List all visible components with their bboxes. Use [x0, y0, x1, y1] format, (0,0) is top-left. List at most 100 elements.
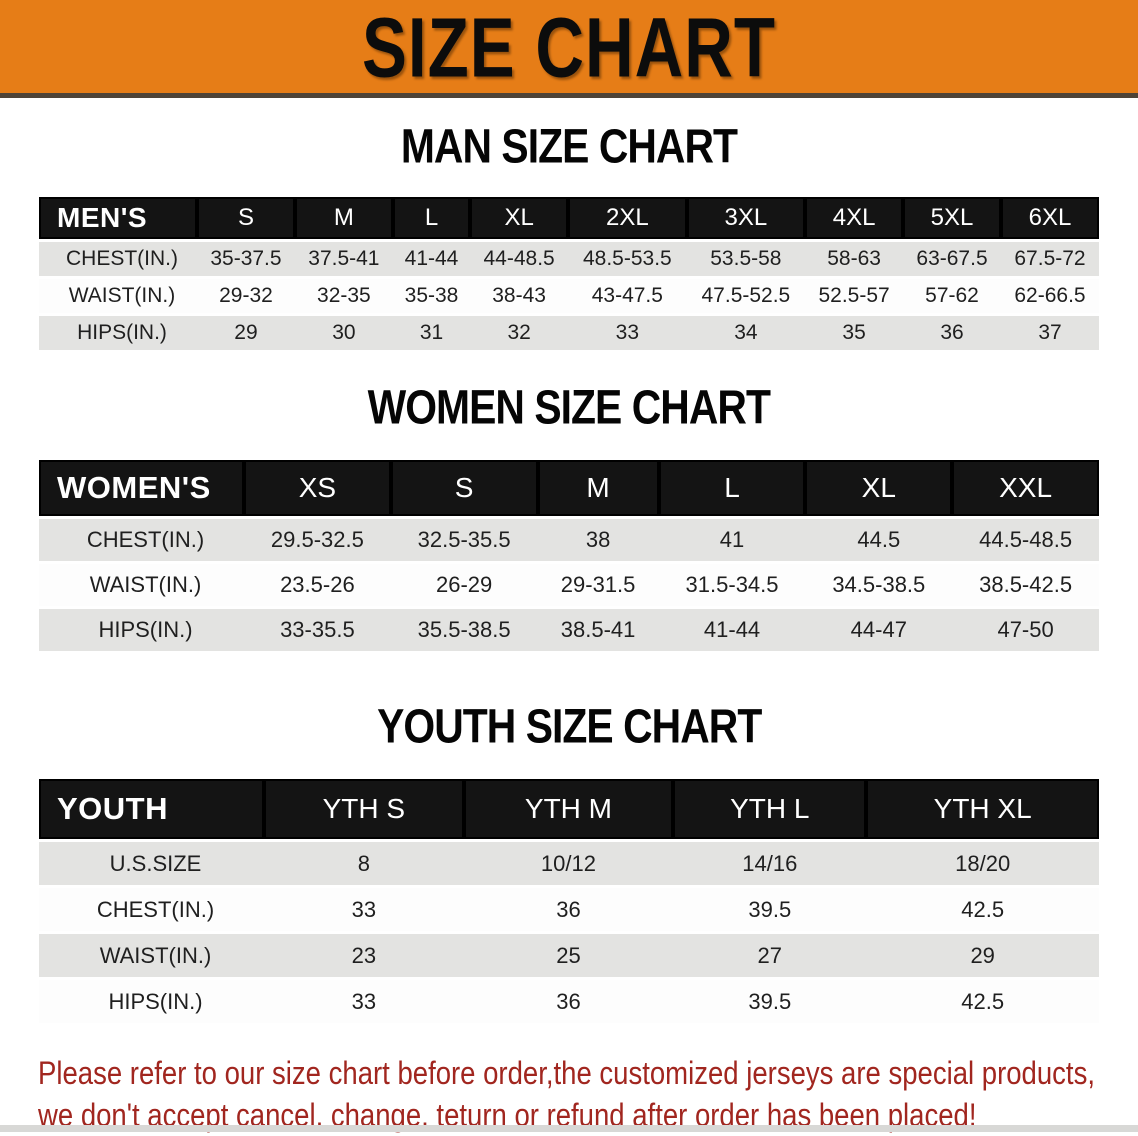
size-cell: 43-47.5	[568, 279, 687, 313]
size-cell: 42.5	[866, 888, 1099, 931]
man-section-heading: MAN SIZE CHART	[0, 120, 1138, 174]
row-label: CHEST(IN.)	[39, 519, 244, 561]
size-cell: 10/12	[463, 842, 674, 885]
size-cell: 36	[463, 980, 674, 1023]
size-cell: 35.5-38.5	[390, 609, 538, 651]
size-cell: 32-35	[294, 279, 393, 313]
women-size-table-container: WOMEN'S XS S M L XL XXL CHEST(IN.) 29.5-32.5 32.5…	[39, 457, 1099, 654]
size-cell: 26-29	[390, 564, 538, 606]
size-cell: 36	[463, 888, 674, 931]
size-cell: 8	[264, 842, 464, 885]
size-cell: 29-32	[197, 279, 295, 313]
size-cell: 32	[470, 316, 569, 350]
women-section-heading-text: WOMEN SIZE CHART	[367, 381, 771, 435]
youth-size-table-container: YOUTH YTH S YTH M YTH L YTH XL U.S.SIZE 8 10/12…	[39, 776, 1099, 1026]
size-cell: 67.5-72	[1000, 242, 1099, 276]
size-cell: 34.5-38.5	[805, 564, 953, 606]
row-label: WAIST(IN.)	[39, 279, 197, 313]
size-cell: 35-37.5	[197, 242, 295, 276]
table-row: HIPS(IN.) 33 36 39.5 42.5	[39, 980, 1099, 1023]
size-cell: 27	[673, 934, 867, 977]
size-cell: 23	[264, 934, 464, 977]
column-header: XL	[805, 460, 953, 516]
column-header: YTH M	[463, 779, 674, 839]
table-row: WAIST(IN.) 29-32 32-35 35-38 38-43 43-47.5 47.…	[39, 279, 1099, 313]
size-cell: 63-67.5	[903, 242, 1001, 276]
row-label: HIPS(IN.)	[39, 609, 244, 651]
size-cell: 23.5-26	[244, 564, 391, 606]
size-cell: 52.5-57	[805, 279, 904, 313]
table-row: CHEST(IN.) 33 36 39.5 42.5	[39, 888, 1099, 931]
size-cell: 31	[392, 316, 471, 350]
size-cell: 14/16	[673, 842, 867, 885]
table-row: U.S.SIZE 8 10/12 14/16 18/20	[39, 842, 1099, 885]
size-cell: 33	[264, 980, 464, 1023]
size-cell: 18/20	[866, 842, 1099, 885]
size-chart-banner: SIZE CHART	[0, 0, 1138, 98]
size-table: YOUTH YTH S YTH M YTH L YTH XL U.S.SIZE 8 10/12…	[39, 776, 1099, 1026]
banner-title: SIZE CHART	[361, 0, 777, 94]
table-row: HIPS(IN.) 29 30 31 32 33 34 35 36 37	[39, 316, 1099, 350]
column-header: S	[390, 460, 538, 516]
column-header: M	[294, 197, 393, 239]
size-cell: 57-62	[903, 279, 1001, 313]
size-cell: 48.5-53.5	[568, 242, 687, 276]
bottom-edge-strip	[0, 1125, 1138, 1132]
youth-section-heading-text: YOUTH SIZE CHART	[376, 700, 762, 754]
size-cell: 36	[903, 316, 1001, 350]
column-header: 6XL	[1000, 197, 1099, 239]
men-size-table-container: MEN'S S M L XL 2XL 3XL 4XL 5XL 6XL CHEST(IN.) 35-37…	[39, 194, 1099, 353]
size-cell: 44-47	[805, 609, 953, 651]
table-corner-label: MEN'S	[39, 197, 197, 239]
size-cell: 37	[1000, 316, 1099, 350]
size-cell: 53.5-58	[686, 242, 806, 276]
size-cell: 35-38	[392, 279, 471, 313]
size-cell: 34	[686, 316, 806, 350]
table-corner-label: YOUTH	[39, 779, 264, 839]
size-cell: 39.5	[673, 980, 867, 1023]
size-cell: 33	[264, 888, 464, 931]
size-cell: 44.5-48.5	[952, 519, 1099, 561]
row-label: HIPS(IN.)	[39, 316, 197, 350]
size-cell: 29.5-32.5	[244, 519, 391, 561]
size-table: WOMEN'S XS S M L XL XXL CHEST(IN.) 29.5-32.5 32.5…	[39, 457, 1099, 654]
size-cell: 42.5	[866, 980, 1099, 1023]
column-header: S	[197, 197, 295, 239]
column-header: YTH S	[264, 779, 464, 839]
row-label: CHEST(IN.)	[39, 888, 264, 931]
size-cell: 29	[197, 316, 295, 350]
row-label: WAIST(IN.)	[39, 934, 264, 977]
column-header: YTH XL	[866, 779, 1099, 839]
size-cell: 41-44	[658, 609, 806, 651]
size-cell: 29	[866, 934, 1099, 977]
size-cell: 32.5-35.5	[390, 519, 538, 561]
column-header: XL	[470, 197, 569, 239]
table-row: CHEST(IN.) 29.5-32.5 32.5-35.5 38 41 44.5 44.5…	[39, 519, 1099, 561]
row-label: WAIST(IN.)	[39, 564, 244, 606]
column-header: 3XL	[686, 197, 806, 239]
size-cell: 37.5-41	[294, 242, 393, 276]
table-row: HIPS(IN.) 33-35.5 35.5-38.5 38.5-41 41-44 44-…	[39, 609, 1099, 651]
size-cell: 33-35.5	[244, 609, 391, 651]
size-table: MEN'S S M L XL 2XL 3XL 4XL 5XL 6XL CHEST(IN.) 35-37…	[39, 194, 1099, 353]
size-cell: 33	[568, 316, 687, 350]
size-cell: 41-44	[392, 242, 471, 276]
column-header: 5XL	[903, 197, 1001, 239]
table-header-row: WOMEN'S XS S M L XL XXL	[39, 460, 1099, 516]
size-cell: 38	[537, 519, 659, 561]
disclaimer-line-1: Please refer to our size chart before or…	[38, 1055, 1095, 1091]
table-header-row: YOUTH YTH S YTH M YTH L YTH XL	[39, 779, 1099, 839]
man-section-heading-text: MAN SIZE CHART	[400, 120, 738, 174]
size-cell: 38.5-41	[537, 609, 659, 651]
size-cell: 29-31.5	[537, 564, 659, 606]
table-row: CHEST(IN.) 35-37.5 37.5-41 41-44 44-48.5 48.5…	[39, 242, 1099, 276]
column-header: YTH L	[673, 779, 867, 839]
size-cell: 30	[294, 316, 393, 350]
size-cell: 58-63	[805, 242, 904, 276]
table-row: WAIST(IN.) 23.5-26 26-29 29-31.5 31.5-34.5 34…	[39, 564, 1099, 606]
size-cell: 39.5	[673, 888, 867, 931]
row-label: CHEST(IN.)	[39, 242, 197, 276]
column-header: XS	[244, 460, 391, 516]
size-cell: 62-66.5	[1000, 279, 1099, 313]
size-cell: 47.5-52.5	[686, 279, 806, 313]
